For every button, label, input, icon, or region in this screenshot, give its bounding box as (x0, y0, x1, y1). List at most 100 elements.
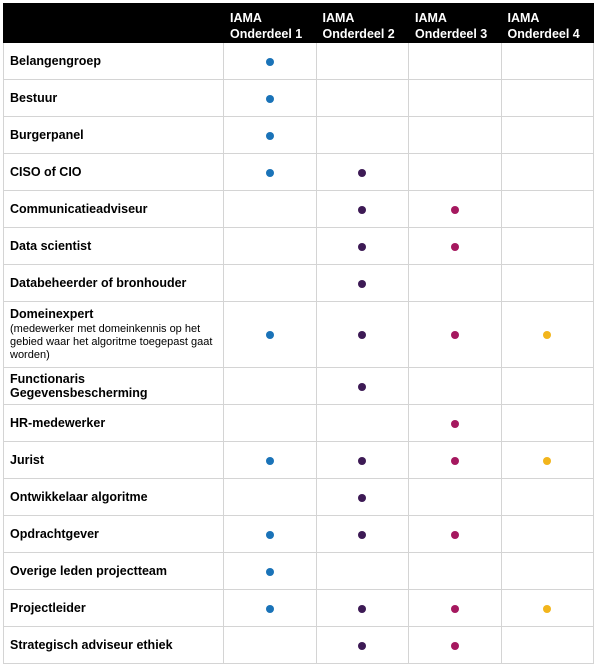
onderdeel-3-cell (408, 264, 502, 302)
onderdeel-1-dot-icon (265, 94, 274, 103)
onderdeel-2-dot-icon (358, 168, 367, 177)
role-description: (medewerker met domeinkennis op het gebi… (10, 323, 213, 361)
role-label: Opdrachtgever (10, 527, 99, 541)
onderdeel-1-cell (223, 79, 317, 117)
onderdeel-2-cell (315, 116, 409, 154)
onderdeel-3-cell (408, 79, 502, 117)
role-label-cell: Belangengroep (3, 42, 224, 80)
onderdeel-3-dot-icon (450, 419, 459, 428)
table-row: Strategisch adviseur ethiek (3, 626, 594, 664)
onderdeel-3-dot-icon (450, 205, 459, 214)
onderdeel-2-cell (315, 153, 409, 191)
onderdeel-2-cell (315, 367, 409, 405)
onderdeel-4-cell (500, 79, 594, 117)
onderdeel-3-cell (408, 515, 502, 553)
onderdeel-1-dot-icon (265, 131, 274, 140)
onderdeel-3-cell (408, 478, 502, 516)
onderdeel-3-cell (408, 116, 502, 154)
table-row: Communicatieadviseur (3, 190, 594, 228)
onderdeel-2-dot-icon (358, 641, 367, 650)
onderdeel-4-cell (500, 116, 594, 154)
onderdeel-1-cell (223, 515, 317, 553)
role-label-cell: Bestuur (3, 79, 224, 117)
onderdeel-2-cell (315, 515, 409, 553)
onderdeel-1-dot-icon (265, 331, 274, 340)
onderdeel-2-dot-icon (358, 382, 367, 391)
onderdeel-1-cell (223, 441, 317, 479)
onderdeel-2-cell (315, 552, 409, 590)
onderdeel-1-cell (223, 589, 317, 627)
role-label: Strategisch adviseur ethiek (10, 638, 173, 652)
onderdeel-1-cell (223, 404, 317, 442)
onderdeel-3-cell (408, 626, 502, 664)
onderdeel-2-cell (315, 441, 409, 479)
onderdeel-2-cell (315, 478, 409, 516)
onderdeel-4-cell (500, 589, 594, 627)
header-line-1: IAMA (230, 11, 262, 25)
table-row: Opdrachtgever (3, 515, 594, 553)
onderdeel-4-dot-icon (543, 604, 552, 613)
onderdeel-1-cell (223, 227, 317, 265)
onderdeel-2-cell (315, 42, 409, 80)
onderdeel-1-cell (223, 264, 317, 302)
onderdeel-3-cell (408, 153, 502, 191)
onderdeel-3-cell (408, 42, 502, 80)
onderdeel-2-cell (315, 626, 409, 664)
role-label-cell: HR-medewerker (3, 404, 224, 442)
role-label: HR-medewerker (10, 416, 106, 430)
onderdeel-3-cell (408, 227, 502, 265)
onderdeel-3-dot-icon (450, 641, 459, 650)
onderdeel-4-cell (500, 190, 594, 228)
onderdeel-3-cell (408, 367, 502, 405)
onderdeel-3-cell (408, 441, 502, 479)
table-row: Overige leden projectteam (3, 552, 594, 590)
onderdeel-4-cell (500, 478, 594, 516)
roles-matrix-table: IAMA Onderdeel 1 IAMA Onderdeel 2 IAMA O… (3, 3, 594, 664)
onderdeel-4-dot-icon (543, 331, 552, 340)
onderdeel-4-cell (500, 42, 594, 80)
role-label: Burgerpanel (10, 128, 84, 142)
onderdeel-4-cell (500, 626, 594, 664)
onderdeel-1-cell (223, 301, 317, 368)
onderdeel-2-cell (315, 190, 409, 228)
table-row: Bestuur (3, 79, 594, 117)
onderdeel-3-cell (408, 552, 502, 590)
onderdeel-2-dot-icon (358, 331, 367, 340)
role-label-cell: Ontwikkelaar algoritme (3, 478, 224, 516)
table-row: Jurist (3, 441, 594, 479)
role-label: Domeinexpert (10, 307, 94, 321)
role-label-cell: Overige leden projectteam (3, 552, 224, 590)
onderdeel-4-cell (500, 367, 594, 405)
header-corner (3, 3, 224, 43)
header-line-2: Onderdeel 1 (230, 27, 303, 41)
role-label-cell: Opdrachtgever (3, 515, 224, 553)
table-row: Domeinexpert (medewerker met domeinkennis… (3, 301, 594, 368)
role-label-cell: Functionaris Gegevensbescherming (3, 367, 224, 405)
table-row: Ontwikkelaar algoritme (3, 478, 594, 516)
header-row: IAMA Onderdeel 1 IAMA Onderdeel 2 IAMA O… (3, 3, 594, 43)
onderdeel-2-cell (315, 589, 409, 627)
onderdeel-2-dot-icon (358, 493, 367, 502)
table-row: Data scientist (3, 227, 594, 265)
onderdeel-4-dot-icon (543, 456, 552, 465)
table-row: CISO of CIO (3, 153, 594, 191)
table-row: Belangengroep (3, 42, 594, 80)
onderdeel-2-cell (315, 79, 409, 117)
role-label-cell: Data scientist (3, 227, 224, 265)
header-line-1: IAMA (415, 11, 447, 25)
role-label: Databeheerder of bronhouder (10, 276, 187, 290)
onderdeel-3-dot-icon (450, 604, 459, 613)
onderdeel-2-cell (315, 227, 409, 265)
table-row: Projectleider (3, 589, 594, 627)
onderdeel-3-cell (408, 404, 502, 442)
header-line-1: IAMA (322, 11, 355, 25)
role-label-cell: Domeinexpert (medewerker met domeinkennis… (3, 301, 224, 368)
onderdeel-1-dot-icon (265, 530, 274, 539)
onderdeel-1-dot-icon (265, 168, 274, 177)
role-label-cell: Strategisch adviseur ethiek (3, 626, 224, 664)
header-onderdeel-2: IAMA Onderdeel 2 (315, 3, 409, 43)
onderdeel-1-cell (223, 367, 317, 405)
onderdeel-1-cell (223, 42, 317, 80)
onderdeel-3-dot-icon (450, 331, 459, 340)
table-row: HR-medewerker (3, 404, 594, 442)
